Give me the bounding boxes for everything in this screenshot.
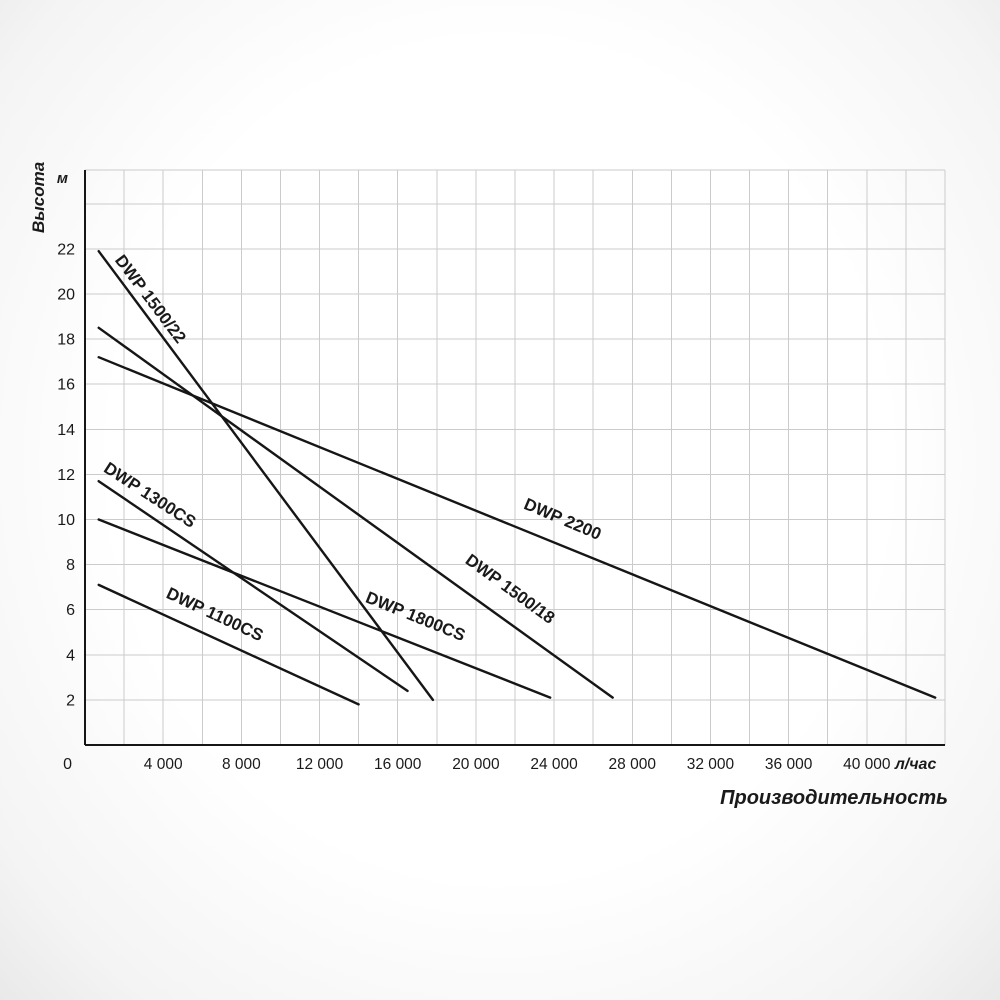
curve-dwp-1800cs bbox=[97, 518, 552, 699]
x-tick-label: 40 000 bbox=[843, 756, 891, 773]
curve-dwp-1300cs bbox=[97, 480, 409, 693]
curve-label-dwp-1500-22: DWP 1500/22 bbox=[111, 251, 190, 347]
curve-dwp-2200 bbox=[97, 356, 937, 699]
y-tick-label: 8 bbox=[66, 557, 75, 574]
curve-label-dwp-1100cs: DWP 1100CS bbox=[163, 584, 266, 645]
x-tick-label: 8 000 bbox=[222, 756, 261, 773]
y-axis-title: Высота bbox=[29, 162, 48, 233]
x-tick-label: 32 000 bbox=[687, 756, 735, 773]
y-tick-label: 16 bbox=[57, 377, 75, 394]
curve-dwp-1500-22 bbox=[97, 250, 435, 702]
y-tick-label: 14 bbox=[57, 422, 75, 439]
x-tick-label: 12 000 bbox=[296, 756, 344, 773]
x-tick-label: 16 000 bbox=[374, 756, 422, 773]
curve-label-dwp-1300cs: DWP 1300CS bbox=[100, 458, 199, 531]
x-tick-label: 20 000 bbox=[452, 756, 500, 773]
x-axis-title: Производительность bbox=[720, 787, 948, 809]
y-tick-label: 18 bbox=[57, 332, 75, 349]
y-tick-label: 2 bbox=[66, 692, 75, 709]
x-tick-label: 4 000 bbox=[144, 756, 183, 773]
origin-label: 0 bbox=[63, 756, 72, 773]
y-tick-label: 6 bbox=[66, 602, 75, 619]
x-tick-label: 28 000 bbox=[609, 756, 657, 773]
y-tick-label: 12 bbox=[57, 467, 75, 484]
curve-dwp-1100cs bbox=[97, 583, 360, 706]
y-tick-label: 10 bbox=[57, 512, 75, 529]
x-axis-unit-label: л/час bbox=[894, 756, 937, 773]
x-tick-label: 24 000 bbox=[530, 756, 578, 773]
curve-label-dwp-1800cs: DWP 1800CS bbox=[363, 588, 468, 645]
y-tick-label: 4 bbox=[66, 647, 75, 664]
y-tick-label: 22 bbox=[57, 241, 75, 258]
curve-dwp-1500-18 bbox=[97, 326, 614, 699]
y-tick-label: 20 bbox=[57, 287, 75, 304]
y-axis-unit-label: м bbox=[57, 170, 68, 187]
x-tick-label: 36 000 bbox=[765, 756, 813, 773]
